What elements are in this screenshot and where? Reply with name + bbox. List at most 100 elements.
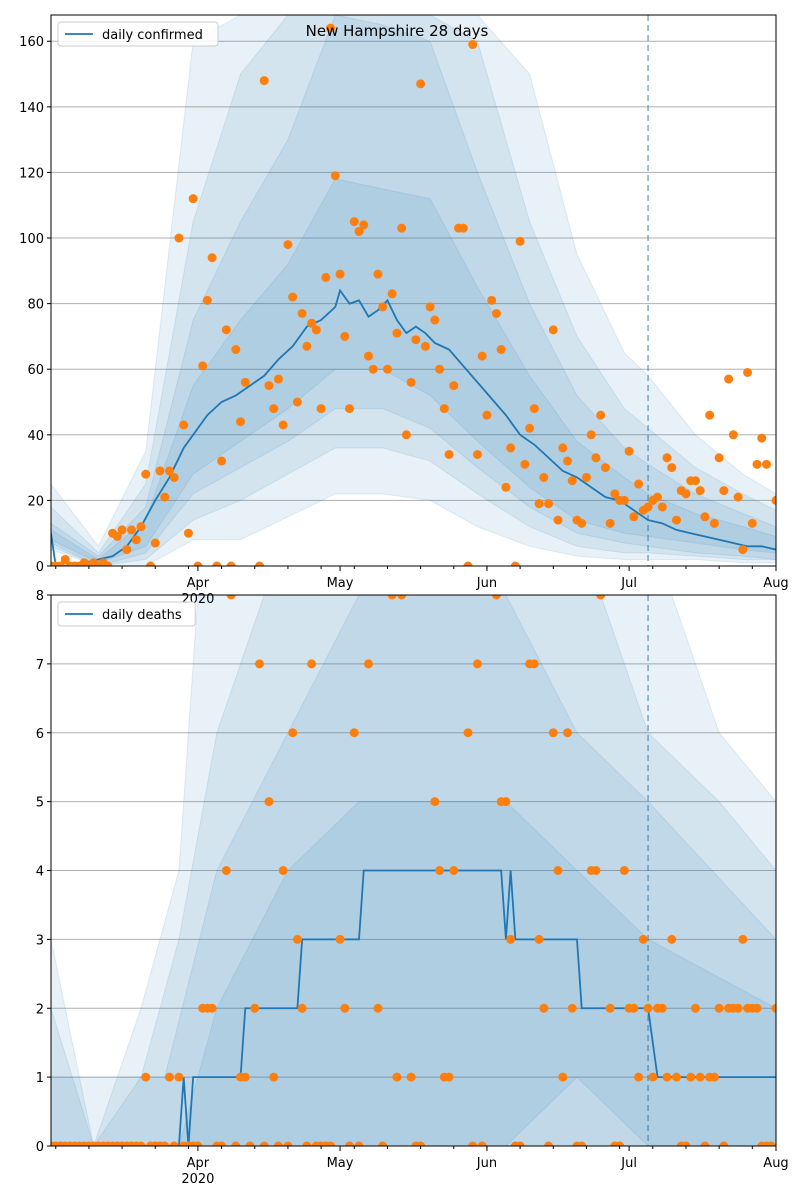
data-point (212, 561, 222, 566)
data-point (747, 518, 757, 528)
data-point (136, 1141, 146, 1146)
data-point (700, 1141, 710, 1146)
y-tick-label: 8 (36, 589, 44, 604)
data-point (269, 404, 279, 414)
data-point (302, 341, 312, 351)
data-point (539, 472, 549, 482)
data-point (288, 728, 298, 738)
data-point (330, 171, 340, 181)
uncertainty-band (51, 801, 776, 1146)
data-point (681, 489, 691, 499)
data-point (283, 1141, 293, 1146)
y-tick-label: 4 (36, 865, 44, 880)
data-point (667, 463, 677, 473)
data-point (231, 345, 241, 355)
data-point (406, 377, 416, 387)
data-point (482, 410, 492, 420)
data-point (435, 364, 445, 374)
data-point (297, 1003, 307, 1013)
y-tick-label: 3 (36, 933, 44, 948)
legend-box (57, 21, 219, 47)
data-point (534, 499, 544, 509)
data-point (373, 269, 383, 279)
data-point (577, 518, 587, 528)
y-tick-label: 7 (36, 658, 44, 673)
data-point (771, 495, 776, 505)
y-tick-label: 120 (19, 166, 44, 181)
data-point (387, 289, 397, 299)
data-point (496, 345, 506, 355)
data-point (354, 226, 364, 236)
data-point (671, 1072, 681, 1082)
data-point (278, 420, 288, 430)
data-point (221, 866, 231, 875)
data-point (657, 1003, 667, 1013)
data-point (686, 1072, 696, 1082)
data-point (425, 302, 435, 312)
data-point (600, 463, 610, 473)
data-point (657, 502, 667, 512)
data-point (662, 1072, 672, 1082)
data-point (292, 934, 302, 944)
data-point (695, 1072, 705, 1082)
data-point (548, 728, 558, 738)
data-point (217, 456, 227, 466)
data-point (634, 1072, 644, 1082)
data-point (539, 1003, 549, 1013)
data-point (103, 561, 113, 566)
data-point (501, 797, 511, 807)
data-point (307, 318, 317, 328)
data-point (653, 492, 663, 502)
data-point (690, 476, 700, 486)
data-point (297, 308, 307, 318)
data-point (766, 1141, 776, 1146)
data-point (709, 518, 719, 528)
data-point (667, 934, 677, 944)
data-point (581, 472, 591, 482)
data-point (444, 1072, 454, 1082)
data-point (662, 453, 672, 463)
data-point (349, 728, 359, 738)
x-tick-sublabel: 2020 (181, 1172, 214, 1187)
data-point (174, 233, 184, 243)
data-point (605, 518, 615, 528)
data-point (283, 240, 293, 250)
data-point (463, 561, 473, 566)
data-point (435, 866, 445, 875)
data-point (302, 1141, 312, 1146)
data-point (254, 561, 264, 566)
data-point (349, 217, 359, 227)
y-tick-label: 140 (19, 101, 44, 116)
data-point (558, 443, 568, 453)
data-point (397, 595, 407, 600)
data-point (188, 194, 198, 204)
data-point (387, 595, 397, 600)
data-point (615, 1141, 625, 1146)
y-tick-label: 160 (19, 35, 44, 50)
data-point (198, 361, 208, 371)
x-tick-label: Jun (476, 1156, 497, 1171)
legend-label: daily confirmed (102, 28, 203, 43)
data-point (112, 531, 122, 541)
data-point (714, 1003, 724, 1013)
data-point (368, 364, 378, 374)
data-point (311, 325, 321, 335)
data-point (563, 728, 573, 738)
data-point (160, 492, 170, 502)
data-point (392, 1072, 402, 1082)
data-point (558, 1072, 568, 1082)
data-point (273, 1141, 283, 1146)
data-point (525, 423, 535, 433)
data-point (326, 23, 336, 33)
data-point (544, 1141, 554, 1146)
y-tick-label: 6 (36, 727, 44, 742)
x-tick-label: Aug (763, 576, 788, 591)
data-point (757, 433, 767, 443)
data-point (131, 535, 141, 545)
x-tick-label: Apr (187, 576, 210, 591)
data-point (472, 449, 482, 459)
data-point (695, 486, 705, 496)
data-point (529, 659, 539, 669)
data-point (169, 472, 179, 482)
data-point (345, 404, 355, 414)
